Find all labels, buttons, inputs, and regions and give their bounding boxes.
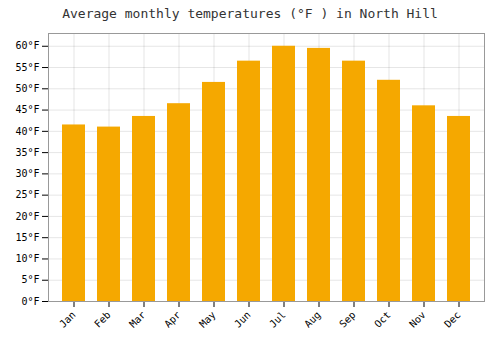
svg-text:Oct: Oct <box>372 309 393 330</box>
svg-text:55°F: 55°F <box>15 62 39 73</box>
svg-text:15°F: 15°F <box>15 232 39 243</box>
svg-text:Aug: Aug <box>302 309 323 330</box>
svg-text:60°F: 60°F <box>15 40 39 51</box>
svg-text:Nov: Nov <box>407 309 428 330</box>
svg-text:45°F: 45°F <box>15 104 39 115</box>
svg-text:Jun: Jun <box>232 309 253 330</box>
svg-text:Dec: Dec <box>442 309 463 330</box>
svg-text:5°F: 5°F <box>21 274 39 285</box>
svg-text:0°F: 0°F <box>21 296 39 307</box>
svg-text:Jul: Jul <box>267 309 288 330</box>
svg-text:40°F: 40°F <box>15 126 39 137</box>
svg-text:Apr: Apr <box>162 309 183 330</box>
svg-text:Mar: Mar <box>127 309 148 330</box>
svg-text:10°F: 10°F <box>15 253 39 264</box>
svg-text:Jan: Jan <box>57 309 78 330</box>
svg-text:50°F: 50°F <box>15 83 39 94</box>
svg-text:20°F: 20°F <box>15 211 39 222</box>
svg-text:Sep: Sep <box>337 309 358 330</box>
svg-text:35°F: 35°F <box>15 147 39 158</box>
svg-text:May: May <box>197 309 218 330</box>
svg-text:30°F: 30°F <box>15 168 39 179</box>
html-text:Average monthly temperatures (: Average monthly temperatures (°F ) in No… <box>62 6 438 21</box>
svg-text:25°F: 25°F <box>15 189 39 200</box>
svg-text:Feb: Feb <box>92 309 113 330</box>
